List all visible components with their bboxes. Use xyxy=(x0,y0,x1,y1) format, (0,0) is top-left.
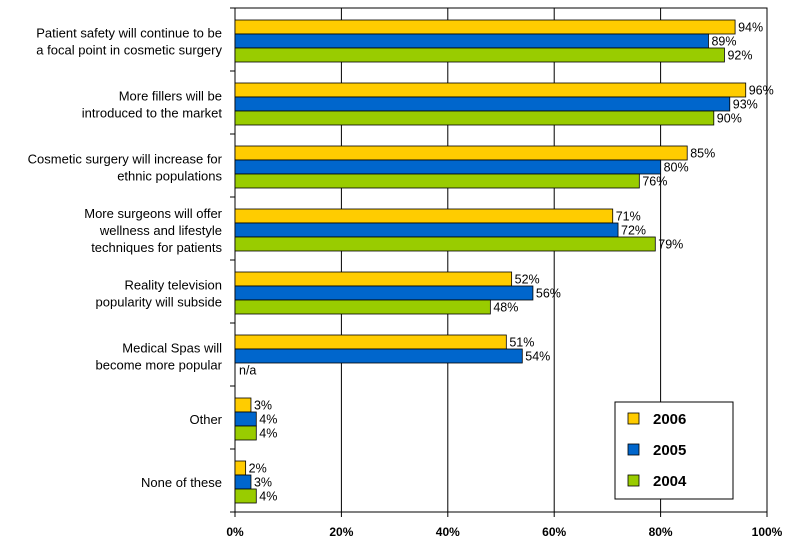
bar-2005 xyxy=(234,33,709,49)
data-label: 94% xyxy=(738,21,763,35)
category-label: wellness and lifestyle xyxy=(99,223,222,238)
category-label: introduced to the market xyxy=(82,106,223,121)
category-label: Patient safety will continue to be xyxy=(36,26,222,41)
legend-swatch-2006 xyxy=(627,412,640,425)
data-label: 93% xyxy=(733,98,758,112)
bar-2006 xyxy=(234,208,614,224)
data-label: 56% xyxy=(536,287,561,301)
data-label: 90% xyxy=(717,112,742,126)
bar-2006 xyxy=(234,145,688,161)
data-label: 92% xyxy=(727,49,752,63)
category-label: ethnic populations xyxy=(117,169,222,184)
data-label: 3% xyxy=(254,399,272,413)
bar-2005 xyxy=(234,285,534,301)
x-tick-label: 80% xyxy=(649,525,673,539)
bar-2004 xyxy=(234,236,656,252)
data-label: 76% xyxy=(642,175,667,189)
bar-2005 xyxy=(234,411,257,427)
data-label: 3% xyxy=(254,476,272,490)
data-label: 4% xyxy=(259,427,277,441)
category-label: More surgeons will offer xyxy=(84,206,222,221)
bar-2006 xyxy=(234,397,252,413)
category-label: a focal point in cosmetic surgery xyxy=(36,43,222,58)
bar-2006 xyxy=(234,334,507,350)
legend-label: 2006 xyxy=(653,411,686,428)
x-tick-label: 40% xyxy=(436,525,460,539)
bar-2006 xyxy=(234,460,247,476)
bar-2006 xyxy=(234,82,747,98)
bar-2004 xyxy=(234,425,257,441)
data-label: 52% xyxy=(515,273,540,287)
category-label: become more popular xyxy=(96,358,223,373)
data-label: 4% xyxy=(259,490,277,504)
bar-2004 xyxy=(234,110,715,126)
category-label: Cosmetic surgery will increase for xyxy=(28,152,223,167)
data-label: 71% xyxy=(616,210,641,224)
data-label: 48% xyxy=(493,301,518,315)
bar-2005 xyxy=(234,222,619,238)
x-tick-label: 60% xyxy=(542,525,566,539)
bar-2006 xyxy=(234,19,736,35)
category-label: techniques for patients xyxy=(91,240,222,255)
bar-2005 xyxy=(234,96,731,112)
data-label: 96% xyxy=(749,84,774,98)
category-label: None of these xyxy=(141,475,222,490)
x-tick-label: 0% xyxy=(226,525,244,539)
bar-2005 xyxy=(234,474,252,490)
data-label: 85% xyxy=(690,147,715,161)
data-label: 89% xyxy=(711,35,736,49)
x-tick-label: 20% xyxy=(329,525,353,539)
category-label: Other xyxy=(189,412,222,427)
category-label: Medical Spas will xyxy=(122,341,222,356)
data-label: 79% xyxy=(658,238,683,252)
data-label: 4% xyxy=(259,413,277,427)
bar-2006 xyxy=(234,271,513,287)
data-label: n/a xyxy=(239,364,256,378)
data-label: 80% xyxy=(664,161,689,175)
bar-2004 xyxy=(234,47,725,63)
data-label: 2% xyxy=(249,462,267,476)
category-label: popularity will subside xyxy=(96,295,222,310)
legend-swatch-2004 xyxy=(627,474,640,487)
bar-2005 xyxy=(234,159,662,175)
bar-2004 xyxy=(234,173,640,189)
category-label: Reality television xyxy=(124,278,222,293)
legend-swatch-2005 xyxy=(627,443,640,456)
data-label: 54% xyxy=(525,350,550,364)
bar-2005 xyxy=(234,348,523,364)
data-label: 72% xyxy=(621,224,646,238)
x-tick-label: 100% xyxy=(752,525,783,539)
category-label: More fillers will be xyxy=(119,89,222,104)
legend-label: 2004 xyxy=(653,473,687,490)
bar-2004 xyxy=(234,488,257,504)
bar-2004 xyxy=(234,299,491,315)
data-label: 51% xyxy=(509,336,534,350)
legend-label: 2005 xyxy=(653,442,686,459)
